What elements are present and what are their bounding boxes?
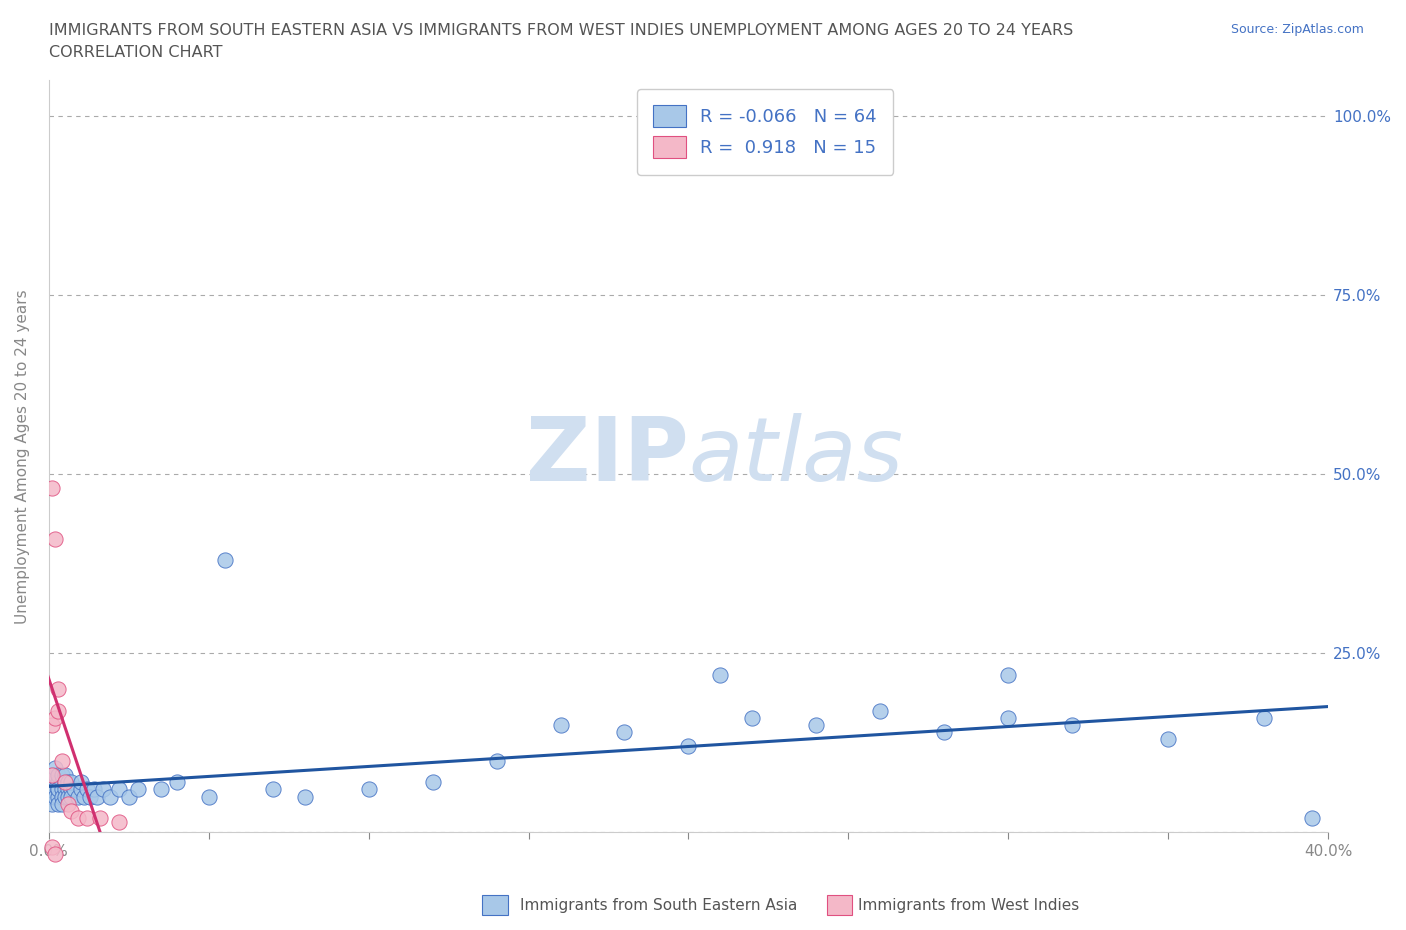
Point xyxy=(44,846,66,861)
Point xyxy=(91,782,114,797)
Point xyxy=(56,796,79,811)
Point xyxy=(997,668,1019,683)
Legend: R = -0.066   N = 64, R =  0.918   N = 15: R = -0.066 N = 64, R = 0.918 N = 15 xyxy=(637,89,893,175)
Point xyxy=(51,796,73,811)
Text: ZIP: ZIP xyxy=(526,413,689,499)
Point xyxy=(56,790,79,804)
Point xyxy=(51,767,73,782)
Point xyxy=(41,717,63,732)
Point xyxy=(357,782,380,797)
Point xyxy=(53,775,76,790)
Point xyxy=(53,790,76,804)
Point xyxy=(44,761,66,776)
Point xyxy=(46,796,69,811)
Point xyxy=(44,531,66,546)
Point xyxy=(60,782,83,797)
Point xyxy=(41,782,63,797)
Point xyxy=(69,775,91,790)
Point xyxy=(550,717,572,732)
Point xyxy=(41,796,63,811)
Point xyxy=(46,775,69,790)
Point xyxy=(51,753,73,768)
Point xyxy=(869,703,891,718)
Point xyxy=(485,753,508,768)
Point xyxy=(69,782,91,797)
Point xyxy=(806,717,828,732)
Point xyxy=(127,782,149,797)
Point xyxy=(46,767,69,782)
Text: IMMIGRANTS FROM SOUTH EASTERN ASIA VS IMMIGRANTS FROM WEST INDIES UNEMPLOYMENT A: IMMIGRANTS FROM SOUTH EASTERN ASIA VS IM… xyxy=(49,23,1073,38)
Text: Immigrants from West Indies: Immigrants from West Indies xyxy=(858,898,1078,913)
Point xyxy=(86,790,108,804)
Point xyxy=(83,782,105,797)
Point xyxy=(46,782,69,797)
Point xyxy=(66,790,89,804)
Point xyxy=(1253,711,1275,725)
Point xyxy=(46,703,69,718)
Point xyxy=(73,790,96,804)
Point xyxy=(44,775,66,790)
Point xyxy=(262,782,284,797)
Point xyxy=(108,814,131,829)
Point xyxy=(44,790,66,804)
Point xyxy=(613,724,636,739)
Point xyxy=(741,711,763,725)
Point xyxy=(51,782,73,797)
Point xyxy=(60,775,83,790)
Point xyxy=(41,790,63,804)
Point xyxy=(53,767,76,782)
Point xyxy=(41,481,63,496)
Text: atlas: atlas xyxy=(689,413,903,499)
Point xyxy=(76,811,98,826)
Point xyxy=(41,767,63,782)
Point xyxy=(46,682,69,697)
Point xyxy=(46,782,69,797)
Point xyxy=(60,804,83,818)
Point xyxy=(41,839,63,854)
Point xyxy=(166,775,188,790)
Point xyxy=(41,767,63,782)
Point xyxy=(118,790,141,804)
Point xyxy=(1157,732,1180,747)
Text: Immigrants from South Eastern Asia: Immigrants from South Eastern Asia xyxy=(520,898,797,913)
Point xyxy=(1301,811,1323,826)
Point xyxy=(89,811,111,826)
Point xyxy=(56,782,79,797)
Point xyxy=(63,782,86,797)
Point xyxy=(66,811,89,826)
Point xyxy=(294,790,316,804)
Point xyxy=(60,790,83,804)
Point xyxy=(44,711,66,725)
Point xyxy=(53,782,76,797)
Point xyxy=(76,782,98,797)
Point xyxy=(149,782,172,797)
Point xyxy=(934,724,956,739)
Text: Source: ZipAtlas.com: Source: ZipAtlas.com xyxy=(1230,23,1364,36)
Point xyxy=(108,782,131,797)
Point xyxy=(197,790,219,804)
Point xyxy=(44,782,66,797)
Point xyxy=(53,775,76,790)
Point xyxy=(1062,717,1084,732)
Point xyxy=(709,668,731,683)
Point xyxy=(98,790,121,804)
Point xyxy=(678,739,700,754)
Point xyxy=(214,552,236,567)
Point xyxy=(422,775,444,790)
Point xyxy=(997,711,1019,725)
Point xyxy=(56,775,79,790)
Point xyxy=(44,767,66,782)
Point xyxy=(51,790,73,804)
Y-axis label: Unemployment Among Ages 20 to 24 years: Unemployment Among Ages 20 to 24 years xyxy=(15,289,30,623)
Point xyxy=(51,775,73,790)
Point xyxy=(79,790,101,804)
Text: CORRELATION CHART: CORRELATION CHART xyxy=(49,45,222,60)
Point xyxy=(46,790,69,804)
